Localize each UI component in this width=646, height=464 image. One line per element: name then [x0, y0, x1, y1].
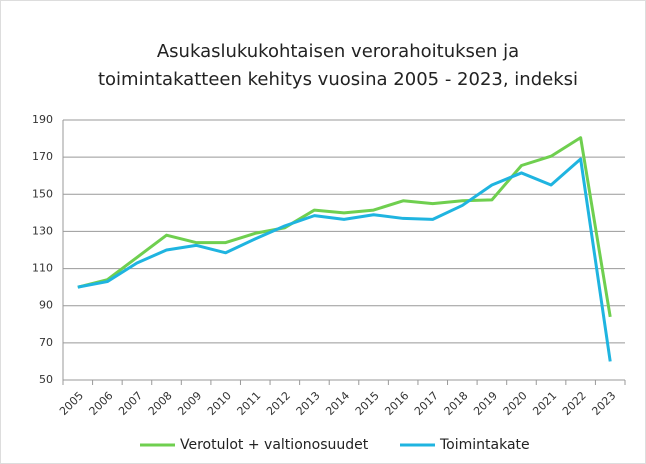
- series-line: [77, 136, 612, 318]
- y-tick-label: 70: [39, 336, 53, 349]
- y-tick-label: 150: [32, 187, 53, 200]
- y-tick-label: 170: [32, 150, 53, 163]
- legend-label: Toimintakate: [439, 437, 530, 453]
- y-tick-label: 130: [32, 224, 53, 237]
- y-tick-label: 50: [39, 373, 53, 386]
- legend-label: Verotulot + valtionosuudet: [180, 437, 369, 453]
- y-tick-label: 190: [32, 113, 53, 126]
- y-tick-label: 90: [39, 299, 53, 312]
- chart-title: Asukaslukukohtaisen verorahoituksen ja: [157, 41, 519, 62]
- series-line: [77, 157, 612, 362]
- chart-title: toimintakatteen kehitys vuosina 2005 - 2…: [98, 69, 578, 90]
- y-tick-label: 110: [32, 262, 53, 275]
